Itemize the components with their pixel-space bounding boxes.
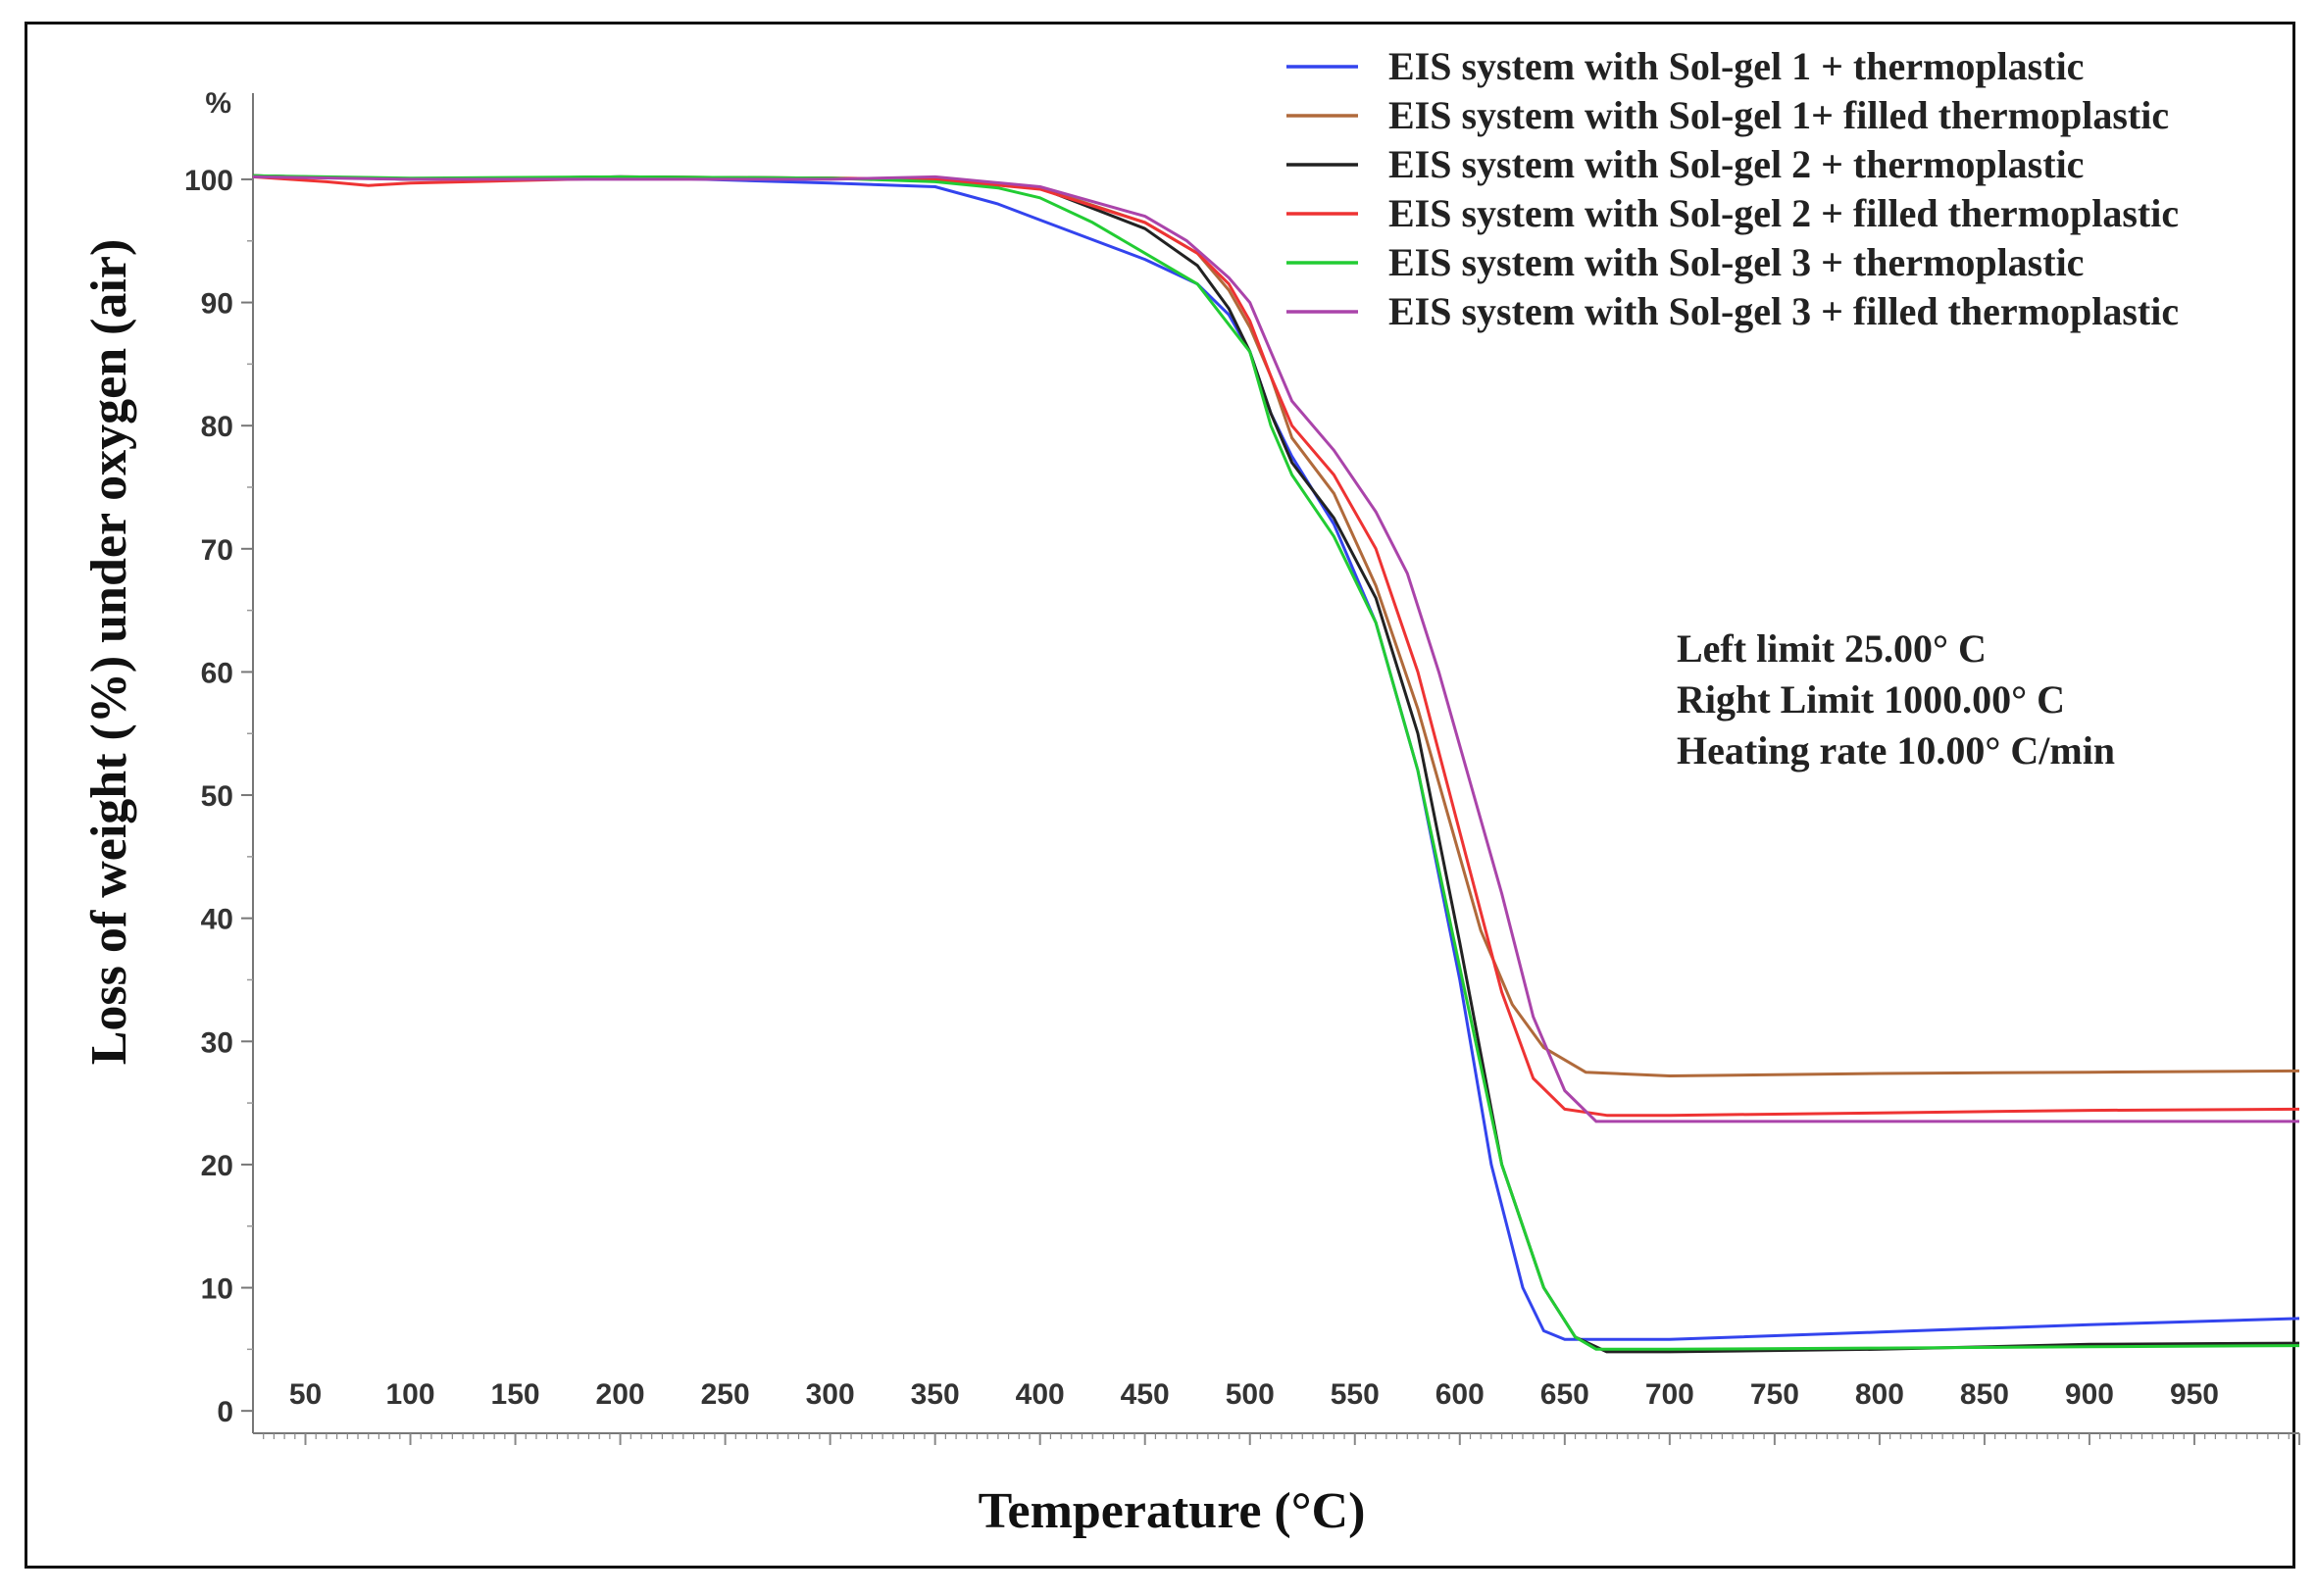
y-tick-label: 70	[201, 534, 233, 567]
x-tick-label: 500	[1226, 1378, 1275, 1411]
x-tick-label: 450	[1121, 1378, 1170, 1411]
y-tick-label: 40	[201, 904, 233, 936]
x-tick-label: 950	[2170, 1378, 2219, 1411]
legend-label-4: EIS system with Sol-gel 2 + filled therm…	[1388, 191, 2179, 235]
x-tick-label: 750	[1750, 1378, 1799, 1411]
series-line-6	[252, 175, 2299, 1123]
y-tick-label: 90	[201, 288, 233, 321]
y-tick-label: 10	[201, 1273, 233, 1306]
y-tick-label: 50	[201, 780, 233, 813]
legend-label-2: EIS system with Sol-gel 1+ filled thermo…	[1388, 93, 2169, 137]
y-tick-label: 100	[184, 165, 233, 197]
y-tick-label: 20	[201, 1150, 233, 1182]
legend-label-1: EIS system with Sol-gel 1 + thermoplasti…	[1388, 44, 2084, 88]
annotation-line-1: Left limit 25.00° C	[1677, 626, 1987, 671]
legend-label-5: EIS system with Sol-gel 3 + thermoplasti…	[1388, 240, 2084, 284]
legend-label-3: EIS system with Sol-gel 2 + thermoplasti…	[1388, 142, 2084, 186]
y-tick-label: 80	[201, 411, 233, 443]
x-tick-label: 250	[701, 1378, 750, 1411]
y-axis-title: Loss of weight (%) under oxygen (air)	[81, 239, 137, 1066]
x-tick-label: 550	[1331, 1378, 1380, 1411]
axes: 0 10 20 30 40 50 60 70 80 90 100 50 100 150 200 250 300 3…	[184, 93, 2300, 1445]
x-tick-label: 900	[2065, 1378, 2114, 1411]
x-axis-title: Temperature (°C)	[979, 1483, 1366, 1539]
annotation-box: Left limit 25.00° C Right Limit 1000.00° …	[1677, 626, 2115, 773]
x-tick-label: 200	[596, 1378, 645, 1411]
series-lines	[252, 174, 2300, 1354]
series-line-5	[252, 174, 2300, 1351]
y-unit-label: %	[205, 87, 231, 120]
annotation-line-2: Right Limit 1000.00° C	[1677, 677, 2065, 722]
x-tick-label: 800	[1855, 1378, 1904, 1411]
x-tick-label: 600	[1435, 1378, 1485, 1411]
y-tick-label: 0	[217, 1396, 233, 1428]
x-tick-label: 650	[1540, 1378, 1589, 1411]
x-tick-label: 850	[1960, 1378, 2009, 1411]
y-tick-label: 60	[201, 657, 233, 689]
x-tick-label: 50	[289, 1378, 322, 1411]
x-tick-label: 150	[491, 1378, 540, 1411]
legend-label-6: EIS system with Sol-gel 3 + filled therm…	[1388, 289, 2179, 333]
x-tick-label: 300	[806, 1378, 855, 1411]
x-tick-label: 350	[911, 1378, 960, 1411]
annotation-line-3: Heating rate 10.00° C/min	[1677, 728, 2115, 773]
figure-frame	[25, 22, 2295, 1569]
x-tick-label: 100	[386, 1378, 435, 1411]
y-tick-label: 30	[201, 1026, 233, 1059]
legend: EIS system with Sol-gel 1 + thermoplasti…	[1286, 44, 2179, 333]
series-line-1	[252, 174, 2300, 1341]
x-tick-label: 400	[1016, 1378, 1065, 1411]
x-tick-label: 700	[1645, 1378, 1694, 1411]
